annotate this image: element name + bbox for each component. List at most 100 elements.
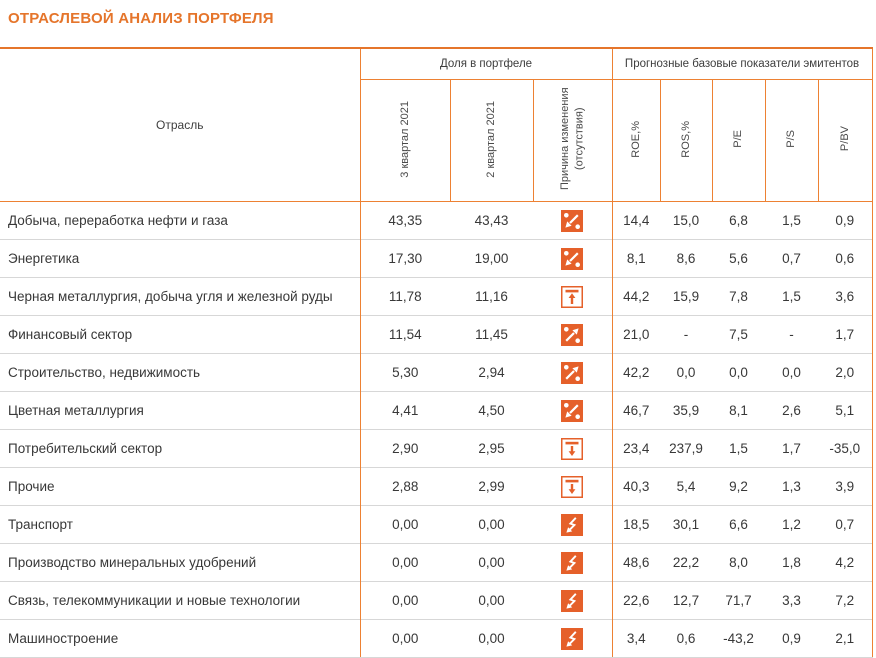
column-header-pbv: P/BV: [838, 126, 851, 152]
industry-name: Строительство, недвижимость: [0, 353, 360, 392]
pbv-value: 0,7: [818, 505, 873, 544]
change-reason-cell: [533, 543, 613, 582]
share-q3-value: 5,30: [359, 353, 450, 392]
change-reason-cell: [533, 201, 613, 240]
ps-value: 0,9: [765, 619, 819, 658]
roe-value: 48,6: [611, 543, 661, 582]
arrow-down-from-bar-icon: [534, 437, 611, 460]
column-header-pbv-cell: P/BV: [817, 79, 873, 202]
pe-value: -43,2: [712, 619, 766, 658]
pe-value: 1,5: [712, 429, 766, 468]
share-q2-value: 11,16: [450, 277, 533, 316]
column-header-roe: ROE,%: [629, 120, 642, 158]
column-header-ros: ROS,%: [679, 120, 692, 158]
portfolio-industry-table: Отрасль Доля в портфеле Прогнозные базов…: [0, 47, 873, 658]
pbv-value: 3,6: [818, 277, 873, 316]
ps-value: 1,7: [765, 429, 819, 468]
table-row: Машиностроение 0,00 0,00 3,4 0,6 -43,2 0,9 2,1: [0, 619, 873, 658]
industry-name: Производство минеральных удобрений: [0, 543, 360, 582]
pe-value: 8,1: [712, 391, 766, 430]
share-q3-value: 2,88: [359, 467, 450, 506]
ps-value: 1,5: [765, 201, 819, 240]
pe-value: 9,2: [712, 467, 766, 506]
share-q2-value: 2,95: [450, 429, 533, 468]
industry-name: Финансовый сектор: [0, 315, 360, 354]
pe-value: 5,6: [712, 239, 766, 278]
share-q3-value: 0,00: [359, 619, 450, 658]
share-q2-value: 0,00: [450, 581, 533, 620]
column-header-q3-2021: 3 квартал 2021: [398, 100, 411, 178]
column-header-q3-2021-cell: 3 квартал 2021: [359, 79, 451, 202]
table-row: Транспорт 0,00 0,00 18,5 30,1 6,6 1,2 0,7: [0, 505, 873, 544]
change-reason-cell: [533, 467, 613, 506]
ros-value: 30,1: [660, 505, 713, 544]
ps-value: 1,8: [765, 543, 819, 582]
arrow-up-to-bar-icon: [534, 285, 611, 308]
column-header-q2-2021: 2 квартал 2021: [485, 100, 498, 178]
pe-value: 0,0: [712, 353, 766, 392]
ps-value: 0,7: [765, 239, 819, 278]
page-title: ОТРАСЛЕВОЙ АНАЛИЗ ПОРТФЕЛЯ: [8, 10, 274, 27]
column-header-change-reason-cell: Причина изменения (отсутствия): [532, 79, 613, 202]
industry-name: Машиностроение: [0, 619, 360, 658]
share-q3-value: 11,54: [359, 315, 450, 354]
pe-value: 71,7: [712, 581, 766, 620]
roe-value: 44,2: [611, 277, 661, 316]
table-row: Строительство, недвижимость 5,30 2,94 42,2 0…: [0, 353, 873, 392]
table-row: Цветная металлургия 4,41 4,50 46,7 35,9 8,1 2,…: [0, 391, 873, 430]
pe-value: 7,8: [712, 277, 766, 316]
change-reason-cell: [533, 619, 613, 658]
pe-value: 8,0: [712, 543, 766, 582]
table-row: Прочие 2,88 2,99 40,3 5,4 9,2 1,3 3,9: [0, 467, 873, 506]
share-q2-value: 2,99: [450, 467, 533, 506]
change-reason-cell: [533, 429, 613, 468]
change-reason-cell: [533, 277, 613, 316]
pbv-value: 2,0: [818, 353, 873, 392]
share-q2-value: 11,45: [450, 315, 533, 354]
pe-value: 7,5: [712, 315, 766, 354]
roe-value: 8,1: [611, 239, 661, 278]
share-q3-value: 0,00: [359, 581, 450, 620]
ros-value: 0,6: [660, 619, 713, 658]
change-reason-cell: [533, 391, 613, 430]
industry-name: Энергетика: [0, 239, 360, 278]
industry-name: Потребительский сектор: [0, 429, 360, 468]
industry-name: Прочие: [0, 467, 360, 506]
ros-value: 0,0: [660, 353, 713, 392]
table-row: Энергетика 17,30 19,00 8,1 8,6 5,6 0,7 0,6: [0, 239, 873, 278]
share-q3-value: 11,78: [359, 277, 450, 316]
share-q3-value: 0,00: [359, 543, 450, 582]
percent-down-arrow-icon: [534, 399, 611, 422]
ps-value: 1,5: [765, 277, 819, 316]
table-row: Связь, телекоммуникации и новые технолог…: [0, 581, 873, 620]
column-header-row: 3 квартал 2021 2 квартал 2021 Причина из…: [0, 79, 873, 202]
lightning-arrow-icon: [534, 589, 611, 612]
roe-value: 40,3: [611, 467, 661, 506]
table-row: Черная металлургия, добыча угля и железн…: [0, 277, 873, 316]
page: ОТРАСЛЕВОЙ АНАЛИЗ ПОРТФЕЛЯ Отрасль Доля …: [0, 10, 876, 658]
change-reason-cell: [533, 581, 613, 620]
ps-value: 1,3: [765, 467, 819, 506]
share-q3-value: 17,30: [359, 239, 450, 278]
roe-value: 23,4: [611, 429, 661, 468]
ros-value: 12,7: [660, 581, 713, 620]
share-q2-value: 0,00: [450, 505, 533, 544]
column-header-ps-cell: P/S: [764, 79, 819, 202]
arrow-down-from-bar-icon: [534, 475, 611, 498]
share-q3-value: 43,35: [359, 201, 450, 240]
industry-name: Добыча, переработка нефти и газа: [0, 201, 360, 240]
pbv-value: 7,2: [818, 581, 873, 620]
roe-value: 22,6: [611, 581, 661, 620]
share-q2-value: 43,43: [450, 201, 533, 240]
ps-value: 3,3: [765, 581, 819, 620]
industry-name: Транспорт: [0, 505, 360, 544]
share-q3-value: 0,00: [359, 505, 450, 544]
ros-value: -: [660, 315, 713, 354]
ros-value: 22,2: [660, 543, 713, 582]
pe-value: 6,6: [712, 505, 766, 544]
table-row: Производство минеральных удобрений 0,00 0,…: [0, 543, 873, 582]
roe-value: 21,0: [611, 315, 661, 354]
ps-value: 2,6: [765, 391, 819, 430]
table-header: Отрасль Доля в портфеле Прогнозные базов…: [0, 47, 873, 202]
roe-value: 3,4: [611, 619, 661, 658]
